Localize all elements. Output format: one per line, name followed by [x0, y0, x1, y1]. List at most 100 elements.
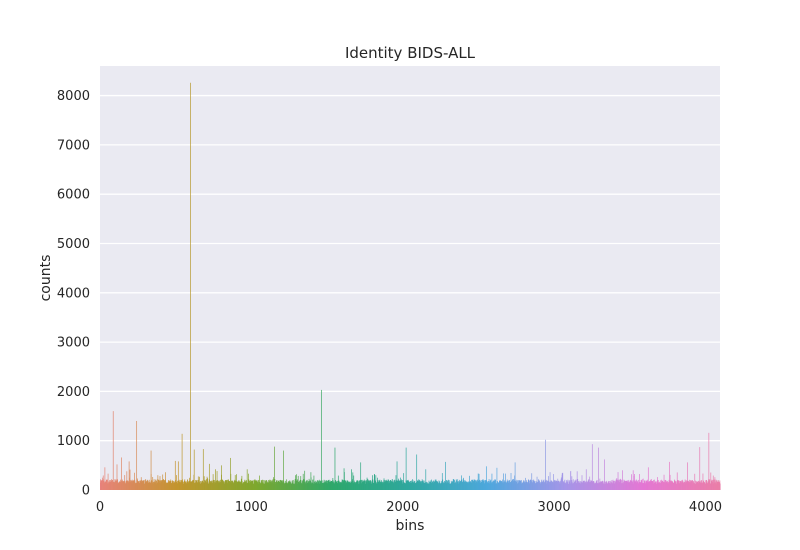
- bar: [320, 389, 322, 490]
- bar: [702, 473, 704, 490]
- bar: [687, 462, 689, 490]
- y-tick-label: 0: [82, 484, 90, 499]
- bar: [496, 467, 498, 490]
- y-tick-label: 3000: [57, 336, 90, 351]
- bar: [208, 463, 210, 490]
- bar: [581, 475, 583, 490]
- y-tick-label: 2000: [57, 385, 90, 400]
- bar: [591, 444, 593, 490]
- bar: [175, 475, 177, 490]
- x-tick-label: 3000: [538, 500, 571, 515]
- x-tick-label: 4000: [689, 500, 722, 515]
- bar: [121, 457, 122, 490]
- bar: [360, 462, 362, 490]
- bar: [634, 474, 635, 490]
- y-tick-label: 7000: [57, 138, 90, 153]
- bar: [181, 433, 183, 490]
- bar: [248, 473, 249, 490]
- bar: [274, 446, 275, 490]
- bar: [478, 473, 480, 490]
- bar: [128, 461, 130, 490]
- bar: [699, 447, 701, 490]
- bar: [124, 475, 126, 490]
- bar: [129, 469, 131, 490]
- bar: [560, 477, 562, 490]
- y-tick-label: 6000: [57, 188, 90, 203]
- gridlines: [100, 94, 720, 491]
- bar: [190, 82, 191, 490]
- bar: [366, 477, 368, 490]
- bar: [562, 472, 564, 490]
- bar: [694, 473, 696, 490]
- bar: [597, 447, 599, 490]
- bar: [416, 454, 418, 490]
- bar: [669, 461, 670, 490]
- bar: [162, 474, 164, 490]
- bar: [104, 467, 106, 490]
- bar: [647, 467, 649, 490]
- bar: [617, 472, 619, 490]
- bar: [396, 461, 398, 490]
- bar: [632, 470, 634, 490]
- bar: [216, 471, 218, 490]
- bar: [441, 473, 443, 490]
- bar: [203, 476, 205, 490]
- bar: [202, 449, 204, 490]
- bar: [353, 475, 355, 490]
- bar: [445, 461, 446, 490]
- bar: [273, 477, 274, 490]
- bar: [126, 471, 128, 490]
- bar: [236, 474, 237, 490]
- bar: [313, 475, 315, 490]
- bar: [545, 439, 546, 490]
- bar: [553, 474, 554, 490]
- bar: [639, 474, 640, 490]
- bar: [304, 470, 306, 490]
- bars: [100, 82, 721, 490]
- x-axis: 0 1000 2000 3000 4000: [96, 500, 722, 515]
- bar: [134, 472, 135, 490]
- bar: [405, 447, 407, 490]
- bar: [398, 478, 400, 490]
- bar: [300, 476, 302, 490]
- bar: [351, 469, 352, 490]
- bar: [503, 473, 504, 490]
- bar: [334, 447, 336, 490]
- bar: [708, 432, 710, 490]
- y-tick-label: 8000: [57, 89, 90, 104]
- bar: [344, 472, 345, 490]
- bar: [157, 475, 159, 490]
- y-tick-label: 4000: [57, 286, 90, 301]
- bar: [152, 476, 154, 490]
- bar: [669, 474, 671, 490]
- bar: [514, 462, 516, 490]
- bar: [549, 472, 551, 490]
- bar: [425, 469, 427, 490]
- bar: [631, 474, 632, 490]
- x-tick-label: 0: [96, 500, 104, 515]
- bar: [215, 469, 216, 490]
- bar: [107, 473, 109, 490]
- bar: [212, 474, 214, 490]
- bar: [719, 483, 721, 490]
- bar: [622, 470, 623, 490]
- bar: [302, 473, 304, 490]
- y-axis-label: counts: [38, 255, 54, 302]
- x-axis-label: bins: [396, 518, 425, 534]
- x-tick-label: 2000: [386, 500, 419, 515]
- y-tick-label: 5000: [57, 237, 90, 252]
- bar: [193, 449, 195, 490]
- bar: [206, 476, 208, 490]
- bar: [136, 420, 138, 490]
- bar: [352, 472, 354, 490]
- bar: [403, 473, 405, 490]
- bar: [174, 460, 176, 490]
- chart-title: Identity BIDS-ALL: [345, 44, 476, 62]
- bar: [112, 411, 114, 490]
- bar: [485, 466, 487, 490]
- plot-area: [100, 66, 720, 490]
- bar: [283, 450, 284, 490]
- bar: [116, 464, 118, 490]
- bar: [585, 469, 587, 490]
